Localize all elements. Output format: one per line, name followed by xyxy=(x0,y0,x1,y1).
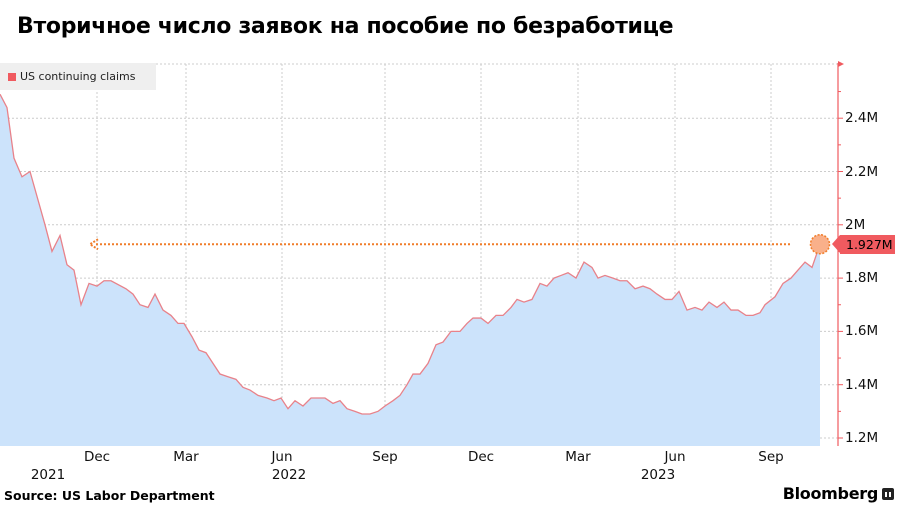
x-year-label: 2021 xyxy=(30,467,66,483)
x-tick-label: Sep xyxy=(758,449,784,465)
x-tick-label: Sep xyxy=(372,449,398,465)
x-tick-label: Mar xyxy=(565,449,591,465)
last-value-badge: 1.927M xyxy=(832,235,895,254)
y-tick-label: 1.4M xyxy=(845,376,879,393)
series-line xyxy=(0,93,821,415)
y-tick-label: 2.4M xyxy=(845,110,879,127)
x-year-label: 2022 xyxy=(271,467,307,483)
y-tick-label: 2M xyxy=(845,216,866,233)
chart-title: Вторичное число заявок на пособие по без… xyxy=(17,14,674,39)
bloomberg-chart-icon xyxy=(882,488,894,500)
legend: US continuing claims xyxy=(0,63,156,90)
y-tick-label: 1.6M xyxy=(845,323,879,340)
y-axis xyxy=(837,61,844,446)
x-tick-label: Dec xyxy=(467,449,495,465)
annotation-arrow xyxy=(88,238,790,251)
legend-swatch-icon xyxy=(8,72,16,81)
legend-label: US continuing claims xyxy=(20,70,136,83)
x-year-label: 2023 xyxy=(640,467,676,483)
y-tick-label: 2.2M xyxy=(845,163,879,180)
series-area-fill xyxy=(0,94,820,446)
x-tick-label: Jun xyxy=(271,449,293,465)
x-tick-label: Dec xyxy=(83,449,111,465)
y-tick-label: 1.8M xyxy=(845,270,879,287)
brand-logo: Bloomberg xyxy=(782,484,879,503)
source-note: Source: US Labor Department xyxy=(4,488,215,503)
x-tick-label: Mar xyxy=(173,449,199,465)
y-tick-label: 1.2M xyxy=(845,430,879,446)
last-value-marker xyxy=(809,234,831,255)
x-tick-label: Jun xyxy=(664,449,686,465)
